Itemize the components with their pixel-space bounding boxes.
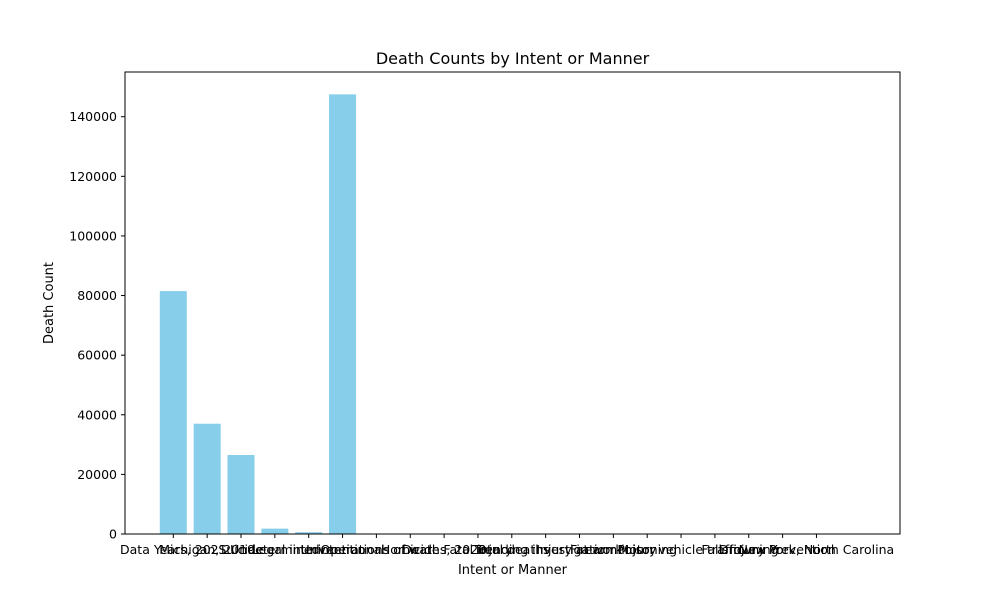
- x-tick-label: Injury Prevention: [729, 542, 835, 557]
- x-tick-label: Motor vehicle traffic: [618, 542, 743, 557]
- bars-group: [159, 94, 357, 534]
- x-tick-label: Data Years, 2021: [120, 542, 227, 557]
- x-tick-label: Legal intervention: [252, 542, 366, 557]
- y-tick-label: 80000: [77, 288, 117, 303]
- bar: [329, 94, 357, 534]
- bar: [261, 528, 289, 534]
- y-tick-label: 120000: [69, 169, 117, 184]
- x-tick-label: Unintentional: [301, 542, 385, 557]
- x-tick-label: Firearm injury: [570, 542, 657, 557]
- x-tick-label: Homicide: [381, 542, 440, 557]
- x-tick-label: Total deaths: [473, 542, 550, 557]
- y-tick-label: 140000: [69, 109, 117, 124]
- y-tick-label: 20000: [77, 467, 117, 482]
- x-tick-label: Michigan, 2019: [159, 542, 255, 557]
- y-axis-label: Death Count: [42, 262, 57, 344]
- bar: [227, 455, 255, 534]
- bar: [295, 532, 323, 534]
- x-tick-label: New York, North Carolina: [739, 542, 895, 557]
- x-tick-label: Deaths, 2020: [402, 542, 486, 557]
- y-tick-label: 40000: [77, 407, 117, 422]
- x-tick-label: Undetermined: [230, 542, 319, 557]
- bar: [193, 423, 221, 534]
- x-tick-label: Injury at work: [536, 542, 623, 557]
- y-tick-label: 60000: [77, 348, 117, 363]
- x-tick-label: Drowning: [719, 542, 779, 557]
- x-tick-label: Suicide: [218, 542, 264, 557]
- y-tick-label: 0: [109, 527, 117, 542]
- y-tick-label: 100000: [69, 228, 117, 243]
- x-tick-label: Pending investigation: [478, 542, 613, 557]
- bar: [159, 291, 187, 534]
- x-axis-label: Intent or Manner: [458, 563, 568, 578]
- chart-title: Death Counts by Intent or Manner: [376, 49, 650, 68]
- x-tick-label: Operations of war: [321, 542, 434, 557]
- x-tick-label: Fatal injury: [443, 542, 513, 557]
- y-axis-ticks: 0 20000 40000 60000 80000 100000 120000 140000: [69, 109, 125, 542]
- x-tick-label: Falls: [701, 542, 728, 557]
- plot-area-frame: [124, 71, 901, 535]
- x-tick-label: Poisoning: [617, 542, 677, 557]
